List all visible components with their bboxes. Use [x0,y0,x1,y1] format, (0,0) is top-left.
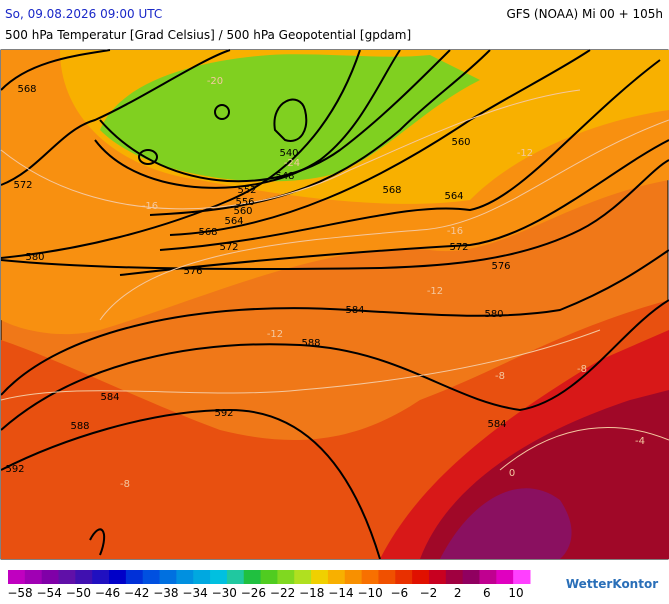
colorbar-swatch [24,570,43,584]
colorbar-swatch [513,570,531,584]
colorbar-swatch [58,570,76,584]
colorbar-swatch [445,570,464,584]
contour-label: 576 [491,261,510,272]
colorbar-swatch [159,570,177,584]
isotherm-label: -8 [495,371,505,382]
colorbar-label: −18 [299,586,324,600]
colorbar-swatch [361,570,379,584]
colorbar-label: −42 [124,586,149,600]
colorbar-swatch [41,570,60,584]
date: So, 09.08.2026 09:00 UTC [5,7,162,21]
colorbar-label: −6 [390,586,408,600]
contour-label: 580 [484,309,503,320]
model-run: GFS (NOAA) Mi 00 + 105h [506,7,663,21]
contour-label: 552 [237,185,256,196]
colorbar-label: −26 [241,586,266,600]
colorbar-label: −2 [420,586,438,600]
contour-label: 584 [487,419,506,430]
isotherm-label: -16 [447,226,463,237]
isotherm-label: -4 [635,436,645,447]
colorbar-label: −54 [37,586,62,600]
contour-label: 568 [17,84,36,95]
contour-label: 564 [224,216,243,227]
contour-label: 572 [219,242,238,253]
colorbar-label: 2 [454,586,462,600]
colorbar-label: −14 [328,586,353,600]
colorbar-label: −38 [153,586,178,600]
contour-label: 588 [70,421,89,432]
colorbar-swatch [395,570,413,584]
contour-label: 592 [5,464,24,475]
colorbar-label: −10 [357,586,382,600]
colorbar-swatch [92,570,110,584]
colorbar-swatch [8,570,26,584]
cold-core [100,54,480,182]
colorbar-swatch [260,570,278,584]
colorbar-swatch [412,570,430,584]
colorbar-swatch [243,570,262,584]
colorbar-swatch [277,570,295,584]
colorbar-swatch [210,570,228,584]
isotherm-label: -8 [120,479,130,490]
contour-label: 572 [13,180,32,191]
colorbar-swatch [176,570,194,584]
colorbar-label: −30 [212,586,237,600]
contour-label: 560 [451,137,470,148]
isotherm-label: 0 [509,468,515,479]
map-title: 500 hPa Temperatur [Grad Celsius] / 500 … [5,28,411,42]
colorbar-label: −46 [95,586,120,600]
contour-label: 572 [449,242,468,253]
colorbar-swatch [327,570,346,584]
colorbar-swatch [344,570,363,584]
isotherm-label: -12 [427,286,443,297]
colorbar-swatch [226,570,245,584]
map [0,49,669,560]
warm-core [440,488,572,559]
isotherms [0,89,669,471]
isotherm-label: -20 [207,76,223,87]
isotherm-label: -8 [577,364,587,375]
colorbar-swatch [294,570,312,584]
contour-label: 560 [233,206,252,217]
contour-label: 564 [444,191,463,202]
colorbar-swatch [428,570,447,584]
colorbar-swatch [479,570,497,584]
contour-label: 584 [100,392,119,403]
colorbar-label: −58 [7,586,32,600]
colorbar-swatch [109,570,127,584]
colorbar-swatch [378,570,396,584]
contour-label: 540 [279,148,298,159]
isotherm-label: -12 [517,148,533,159]
contour-label: 568 [198,227,217,238]
colorbar-swatch [311,570,329,584]
contour-label: 576 [183,266,202,277]
colorbar-label: −22 [270,586,295,600]
contour-label: 548 [275,171,294,182]
logo: WetterKontor [566,577,658,591]
isotherm-label: -24 [284,158,300,169]
colorbar-swatch [193,570,211,584]
colorbar-swatch [125,570,144,584]
contour-label: 580 [25,252,44,263]
colorbar-swatch [462,570,480,584]
contours [0,49,669,560]
colorbar-swatch [142,570,161,584]
isotherm-label: -16 [142,201,158,212]
colorbar-label: −50 [66,586,91,600]
contour-label: 556 [235,197,254,208]
colorbar-swatch [75,570,93,584]
contour-label: 568 [382,185,401,196]
colorbar-label: −34 [182,586,207,600]
contour-label: 584 [345,305,364,316]
contour-label: 588 [301,338,320,349]
colorbar-label: 6 [483,586,491,600]
isotherm-label: -12 [267,329,283,340]
contour-label: 592 [214,408,233,419]
colorbar-label: 10 [508,586,523,600]
colorbar-swatch [496,570,514,584]
